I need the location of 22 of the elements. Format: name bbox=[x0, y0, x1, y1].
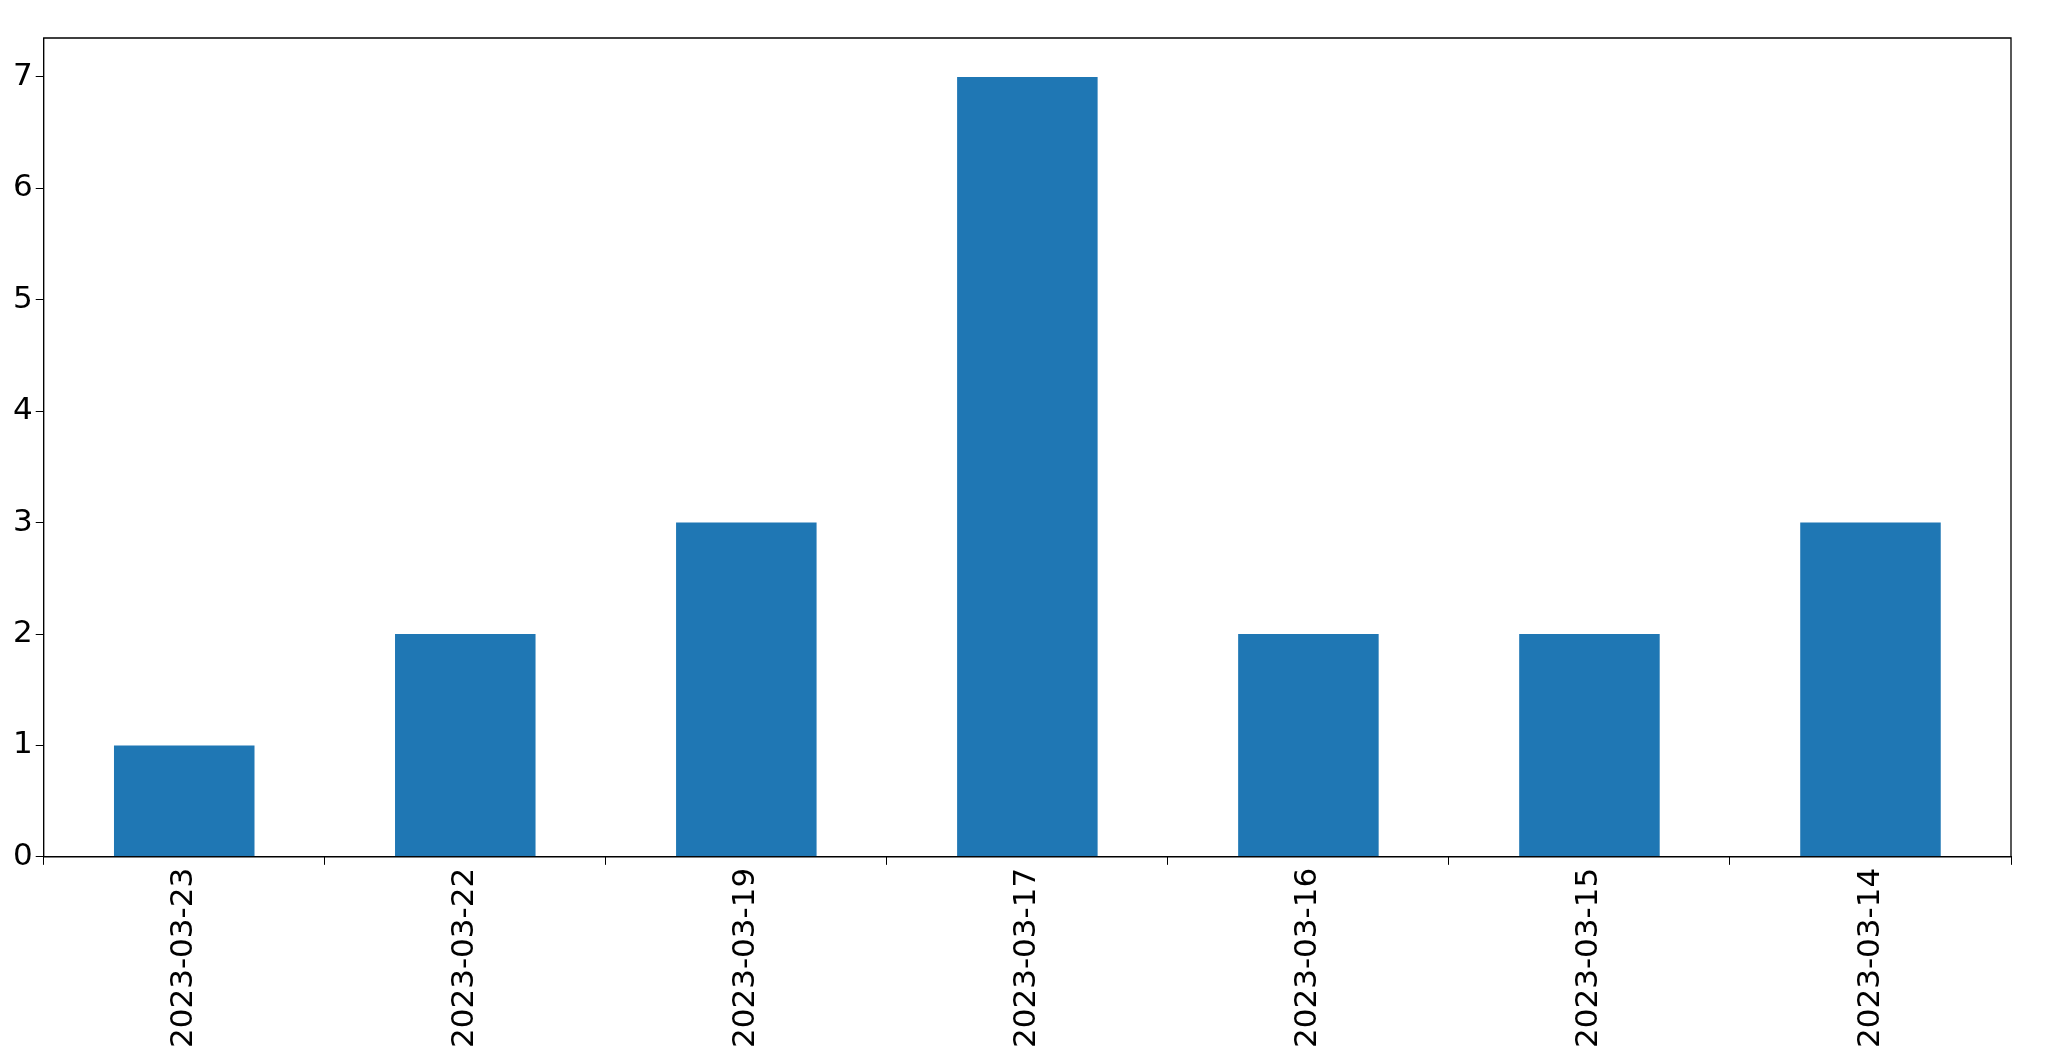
y-tick-label: 4 bbox=[12, 390, 33, 427]
y-tick-label: 0 bbox=[12, 835, 33, 872]
bar bbox=[676, 522, 817, 857]
y-tick-label: 2 bbox=[12, 613, 33, 650]
y-tick-label: 1 bbox=[12, 724, 33, 761]
bar bbox=[395, 634, 536, 857]
x-tick-label: 2023-03-14 bbox=[1849, 867, 1886, 1049]
bar bbox=[957, 76, 1098, 857]
x-tick-label: 2023-03-19 bbox=[725, 867, 762, 1049]
x-tick-label: 2023-03-23 bbox=[163, 867, 200, 1049]
y-tick-label: 3 bbox=[12, 501, 33, 538]
x-tick-label: 2023-03-16 bbox=[1287, 867, 1324, 1049]
y-tick-label: 6 bbox=[12, 167, 33, 204]
bar bbox=[1519, 634, 1660, 857]
x-tick-label: 2023-03-17 bbox=[1006, 867, 1043, 1049]
y-tick-label: 7 bbox=[12, 56, 33, 93]
bar bbox=[1800, 522, 1941, 857]
bar bbox=[1238, 634, 1379, 857]
bar bbox=[113, 745, 255, 857]
x-tick-label: 2023-03-15 bbox=[1568, 867, 1605, 1049]
x-tick-label: 2023-03-22 bbox=[444, 867, 481, 1049]
y-tick-label: 5 bbox=[12, 278, 33, 315]
